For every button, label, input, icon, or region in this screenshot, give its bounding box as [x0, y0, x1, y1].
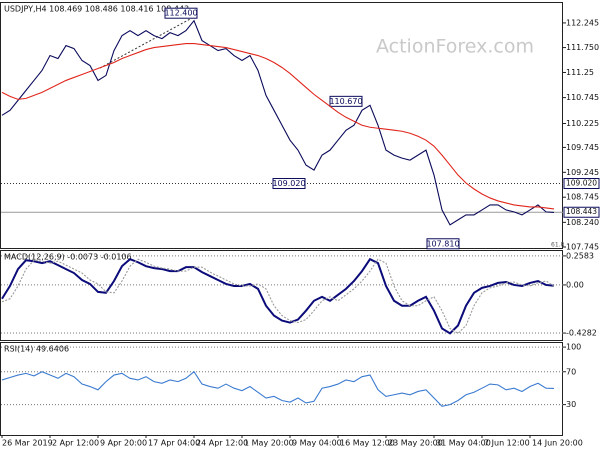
panel-title: MACD(12,26,9) -0.0073 -0.0106	[4, 253, 132, 262]
y-tick-label: 111.25	[566, 68, 594, 77]
level-badge	[563, 178, 600, 190]
series-line	[1, 43, 555, 210]
x-tick-label: 16 May 12:00	[340, 439, 395, 448]
annotation-box	[272, 178, 306, 190]
y-tick-label: 110.745	[566, 93, 599, 102]
y-tick-label: 100	[566, 343, 581, 352]
y-tick-label: 0.00	[566, 280, 584, 289]
y-tick-label: 107.745	[566, 243, 599, 252]
annotation-label: 109.020	[272, 179, 305, 188]
y-tick-label: 111.750	[566, 43, 599, 52]
level-badge	[563, 206, 600, 218]
y-tick-label: 70	[566, 367, 576, 376]
panel-title: USDJPY,H4 108.469 108.486 108.416 108.44…	[4, 5, 189, 14]
x-tick-label: 31 May 04:00	[436, 439, 491, 448]
x-tick-label: 1 May 20:00	[244, 439, 294, 448]
y-tick-label: 109.245	[566, 168, 599, 177]
y-tick-label: 109.745	[566, 143, 599, 152]
y-tick-label: 108.240	[566, 218, 599, 227]
series-line	[1, 258, 555, 335]
y-tick-label: 108.745	[566, 193, 599, 202]
level-label: 109.020	[566, 179, 597, 188]
series-line	[1, 257, 555, 335]
x-tick-label: 9 May 04:00	[292, 439, 342, 448]
x-tick-label: 7 Jun 12:00	[484, 439, 530, 448]
annotation-box	[426, 238, 460, 250]
x-tick-label: 14 Jun 20:00	[532, 439, 583, 448]
x-tick-label: 24 Apr 12:00	[196, 439, 248, 448]
panel-title: RSI(14) 49.6406	[4, 345, 69, 354]
price-panel-frame	[0, 2, 563, 249]
x-tick-label: 9 Apr 20:00	[100, 439, 147, 448]
annotation-box	[329, 95, 363, 107]
y-tick-label: 112.245	[566, 18, 599, 27]
y-tick-label: 110.225	[566, 119, 599, 128]
x-tick-label: 17 Apr 04:00	[148, 439, 200, 448]
annotation-label: 110.670	[329, 97, 362, 106]
y-tick-label: -0.4282	[566, 329, 597, 338]
level-label: 108.443	[566, 207, 597, 216]
fib-label: 61.8	[551, 242, 565, 249]
x-tick-label: 2 Apr 12:00	[52, 439, 99, 448]
watermark: ActionForex.com	[376, 36, 534, 58]
y-tick-label: 0.2583	[566, 251, 594, 260]
rsi-panel-frame	[0, 342, 563, 436]
macd-panel-frame	[0, 250, 563, 341]
y-tick-label: 30	[566, 400, 576, 409]
series-line	[1, 19, 555, 226]
x-tick-label: 23 May 20:00	[388, 439, 443, 448]
annotation-label: 112.400	[164, 9, 197, 18]
series-line	[1, 370, 555, 407]
annotation-label: 107.810	[426, 239, 459, 248]
x-tick-label: 26 Mar 2019	[2, 439, 53, 448]
trend-line	[99, 17, 193, 69]
annotation-box	[164, 7, 198, 19]
